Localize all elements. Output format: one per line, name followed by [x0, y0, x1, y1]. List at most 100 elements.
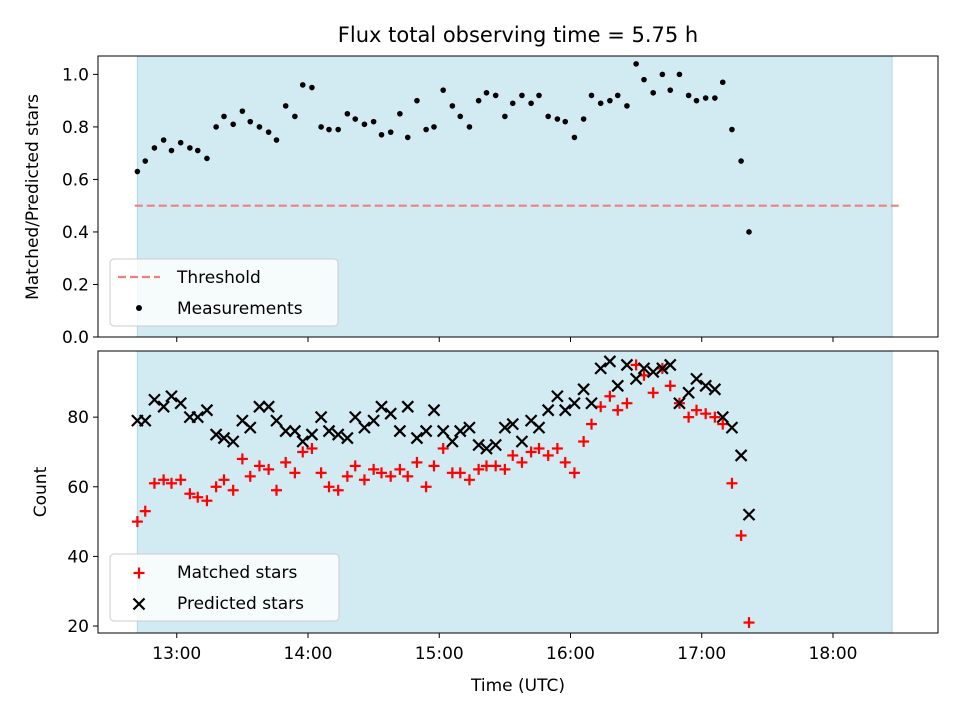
bottom-y-axis-label: Count — [31, 466, 51, 517]
predicted-star-point — [419, 424, 433, 438]
bottom-y-ticks: 20 40 60 80 — [67, 408, 98, 637]
measurement-point — [187, 145, 193, 151]
matched-star-point — [253, 460, 265, 472]
predicted-star-point — [331, 428, 345, 441]
matched-star-point — [385, 470, 397, 482]
measurement-point — [265, 129, 272, 135]
legend-predicted-swatch — [132, 597, 146, 611]
predicted-star-point — [226, 435, 240, 448]
measurement-point — [370, 118, 377, 125]
predicted-star-point — [577, 383, 590, 396]
predicted-star-point — [708, 383, 722, 396]
measurement-point — [440, 87, 446, 93]
bottom-axes-frame — [97, 350, 939, 634]
predicted-star-point — [296, 435, 310, 448]
matched-star-point — [263, 463, 275, 475]
measurement-point — [221, 113, 227, 120]
predicted-star-point — [305, 428, 319, 441]
measurement-point — [134, 168, 141, 175]
top-axes-frame — [97, 55, 939, 338]
predicted-star-point — [603, 355, 617, 368]
matched-star-point — [463, 474, 475, 486]
measurement-point — [685, 92, 692, 99]
matched-star-point — [368, 463, 380, 475]
matched-star-point — [341, 470, 353, 482]
matched-star-point — [227, 484, 239, 496]
x-tick-label: 16:00 — [546, 644, 595, 664]
predicted-star-point — [157, 400, 170, 413]
measurement-point — [509, 100, 516, 107]
measurement-point — [282, 103, 289, 109]
matched-star-point — [148, 477, 160, 489]
x-tick-label: 18:00 — [809, 644, 858, 664]
matched-star-point — [612, 404, 624, 416]
x-tick-label: 13:00 — [152, 644, 201, 664]
y-tick-label: 20 — [67, 617, 89, 637]
matched-star-point — [289, 467, 301, 479]
legend-threshold-label: Threshold — [176, 268, 261, 288]
predicted-star-point — [498, 421, 512, 434]
measurement-point — [352, 116, 359, 122]
predicted-star-point — [270, 414, 283, 427]
matched-star-point — [297, 446, 309, 458]
matched-star-point — [175, 474, 187, 486]
measurement-point — [204, 155, 210, 162]
matched-star-point — [604, 390, 616, 402]
measurement-point — [142, 158, 149, 164]
matched-star-point — [621, 397, 633, 409]
x-tick-label: 17:00 — [677, 644, 726, 664]
matched-star-point — [507, 449, 519, 461]
matched-star-point — [236, 453, 248, 465]
matched-star-point — [271, 484, 282, 496]
predicted-star-point — [585, 396, 598, 410]
measurement-point — [667, 87, 674, 93]
matched-star-point — [420, 481, 432, 493]
measurement-point — [247, 118, 254, 125]
predicted-star-point — [375, 400, 388, 413]
matched-star-point — [166, 477, 177, 489]
matched-star-point — [358, 474, 370, 486]
matched-star-point — [568, 467, 580, 479]
y-tick-label: 60 — [67, 478, 89, 498]
predicted-star-point — [174, 396, 187, 410]
predicted-star-point — [637, 362, 651, 375]
measurement-points — [134, 61, 752, 235]
matched-star-point — [244, 470, 256, 482]
matched-star-point — [717, 418, 729, 430]
measurement-point — [571, 134, 578, 141]
matched-star-point — [201, 495, 213, 507]
measurement-point — [414, 97, 420, 104]
measurement-point — [326, 126, 332, 133]
measurement-point — [318, 124, 324, 130]
measurement-point — [554, 116, 561, 122]
top-y-ticks: 0.0 0.2 0.4 0.6 0.8 1.0 — [62, 65, 98, 348]
predicted-star-point — [515, 435, 529, 448]
legend-predicted-label: Predicted stars — [177, 594, 304, 614]
bottom-legend: Matched stars Predicted stars — [109, 553, 340, 622]
predicted-star-point — [489, 438, 502, 452]
matched-star-point — [586, 418, 597, 430]
measurement-point — [562, 118, 569, 125]
measurement-point — [309, 84, 315, 91]
y-tick-label: 40 — [67, 547, 89, 567]
matched-star-point — [210, 481, 222, 493]
measurement-point — [607, 97, 613, 104]
measurement-point — [659, 71, 666, 78]
predicted-star-point — [472, 438, 485, 452]
measurement-point — [213, 124, 219, 130]
predicted-star-point — [463, 421, 476, 434]
matched-star-point — [315, 467, 327, 479]
predicted-star-point — [314, 410, 328, 424]
y-tick-label: 0.8 — [62, 118, 89, 138]
predicted-star-point — [656, 362, 669, 375]
measurement-point — [160, 137, 167, 143]
predicted-star-point — [663, 358, 677, 372]
measurement-point — [545, 113, 551, 120]
predicted-star-point — [410, 431, 424, 445]
predicted-stars-points — [131, 355, 756, 521]
predicted-star-point — [427, 403, 441, 417]
measurement-point — [177, 139, 184, 146]
measurement-point — [273, 137, 280, 143]
matched-star-point — [428, 460, 440, 472]
measurement-point — [588, 92, 595, 99]
